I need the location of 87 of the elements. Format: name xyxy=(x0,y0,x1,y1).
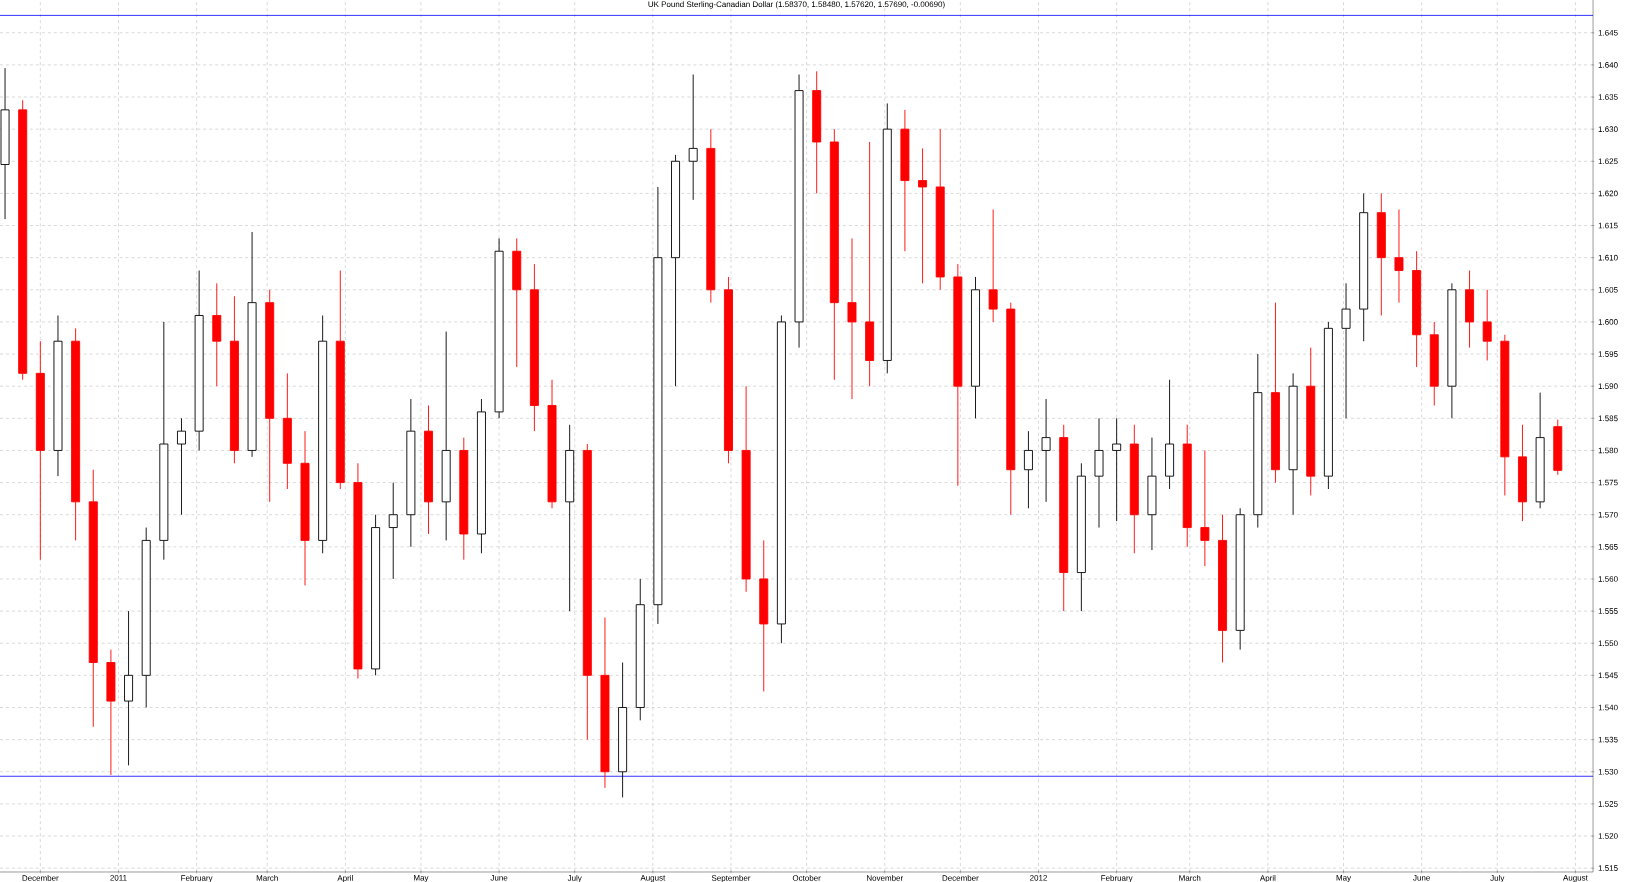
candlestick xyxy=(1023,430,1033,509)
candlestick xyxy=(1500,334,1510,496)
candlestick xyxy=(1323,321,1333,490)
candlestick xyxy=(1200,450,1210,567)
candlestick xyxy=(1306,347,1316,496)
candlestick xyxy=(335,270,345,490)
candlestick xyxy=(353,462,363,680)
candlestick xyxy=(812,70,822,194)
candlestick xyxy=(106,649,116,776)
candlestick xyxy=(1041,398,1051,503)
candlestick xyxy=(124,610,134,766)
candlestick xyxy=(1076,462,1086,612)
candlestick xyxy=(159,321,169,561)
candlestick xyxy=(706,128,716,304)
candlestick xyxy=(247,231,257,458)
candlestick xyxy=(865,141,875,387)
candlestick xyxy=(212,282,222,387)
candlestick xyxy=(1447,282,1457,419)
candlestick xyxy=(829,128,839,381)
candlestick xyxy=(53,315,63,477)
candlestick xyxy=(194,270,204,451)
candlestick xyxy=(18,99,28,381)
candlestick xyxy=(741,385,751,593)
candlestick xyxy=(529,263,539,432)
candlestick xyxy=(0,67,10,220)
candlestick xyxy=(582,443,592,741)
candlestick xyxy=(1535,392,1545,509)
candlestick xyxy=(35,340,45,561)
candlestick xyxy=(388,482,398,580)
candlestick xyxy=(1412,250,1422,368)
candlestick xyxy=(1465,270,1475,349)
candlestick xyxy=(441,331,451,541)
candlestick xyxy=(971,276,980,419)
candlestick xyxy=(565,424,575,612)
candlestick xyxy=(882,102,892,374)
candlestick xyxy=(1129,424,1139,554)
candlestick xyxy=(653,186,663,625)
candlestick xyxy=(900,109,910,252)
candlestick xyxy=(988,209,998,323)
candlestick xyxy=(88,469,98,728)
candlestick xyxy=(1359,192,1369,342)
candlestick xyxy=(671,154,681,387)
candlestick xyxy=(318,315,328,554)
candlestick xyxy=(759,539,769,692)
candlestick xyxy=(635,578,645,721)
candlestick xyxy=(177,417,186,516)
candlestick xyxy=(618,662,628,798)
candlestick xyxy=(1253,353,1263,529)
candlestick xyxy=(406,398,416,548)
candlestick xyxy=(494,237,504,419)
candlestick xyxy=(1165,379,1175,490)
candlestick xyxy=(300,430,310,586)
candlestick xyxy=(776,315,786,644)
candlestick xyxy=(1235,507,1245,651)
candlestick xyxy=(1094,417,1104,529)
candlestick xyxy=(953,263,963,487)
candlestick xyxy=(1147,437,1157,551)
candlestick xyxy=(918,147,928,284)
candlestick xyxy=(424,405,433,535)
candlestick xyxy=(282,372,292,490)
candlestick xyxy=(1482,289,1492,361)
candlestick xyxy=(265,289,275,503)
candlestick xyxy=(1553,419,1563,476)
candlestick xyxy=(794,74,804,349)
candlestick xyxy=(229,295,239,464)
candlestick xyxy=(688,74,698,201)
candlestick xyxy=(1518,424,1527,522)
candlestick xyxy=(1429,321,1439,406)
candlestick xyxy=(71,327,81,541)
candlestick xyxy=(1341,282,1351,419)
candlestick xyxy=(723,276,733,464)
candlestick xyxy=(547,379,557,509)
candlestick xyxy=(459,437,469,561)
candlestick xyxy=(600,617,610,789)
candlestick xyxy=(1112,417,1122,522)
candlestick xyxy=(1182,424,1192,548)
candlestick xyxy=(1059,424,1069,612)
candlestick xyxy=(935,128,945,291)
candlestick xyxy=(1270,302,1280,484)
candlestick xyxy=(1218,514,1228,663)
candlestick xyxy=(1288,372,1298,516)
candlestick xyxy=(1376,192,1386,316)
candlestick xyxy=(476,398,486,554)
candlestick xyxy=(1394,209,1404,304)
candlestick xyxy=(141,527,151,708)
candlestick xyxy=(847,237,857,400)
candlestick xyxy=(512,237,522,368)
